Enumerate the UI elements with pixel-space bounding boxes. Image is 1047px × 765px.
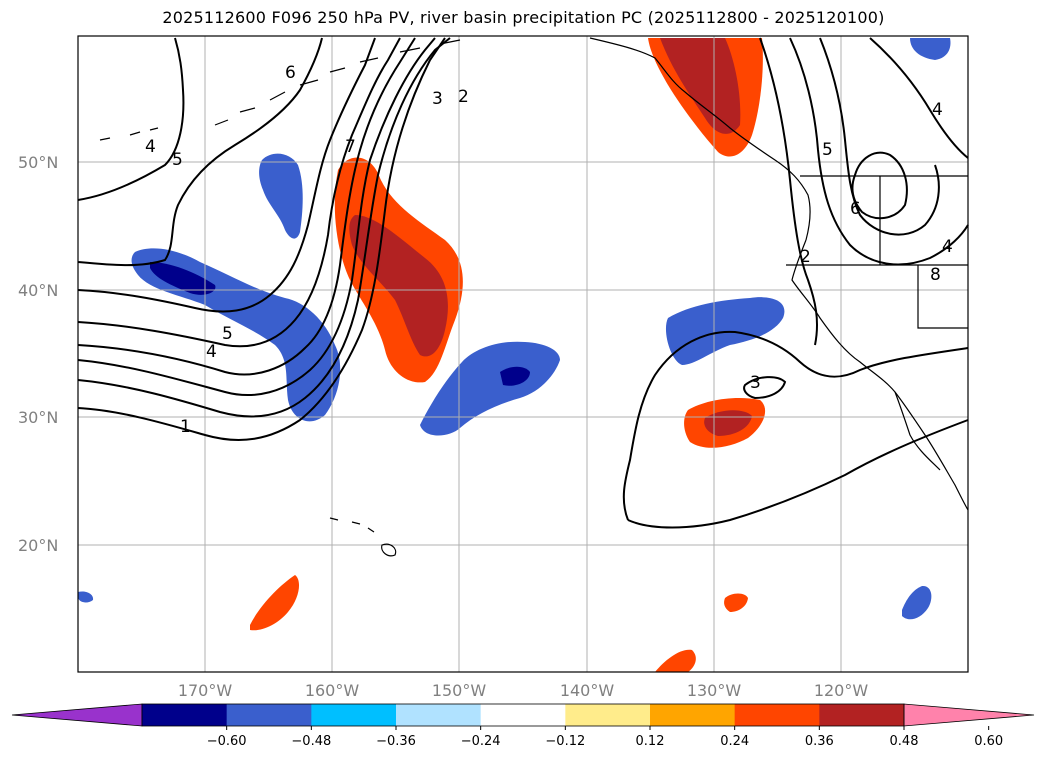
contour-label: 4 <box>942 237 953 257</box>
colorbar-cell <box>480 704 566 726</box>
colorbar-tick-label: 0.36 <box>805 734 834 749</box>
contour-east-5 <box>819 37 940 236</box>
colorbar-extend-low <box>11 703 143 727</box>
contour-5-west <box>77 37 185 201</box>
colorbar-cell <box>819 704 905 726</box>
colorbar-tick-label: −0.48 <box>291 734 331 749</box>
lon-label: 170°W <box>178 681 233 700</box>
lon-label: 160°W <box>305 681 360 700</box>
contour-3 <box>77 37 436 396</box>
colorbar-cell <box>650 704 736 726</box>
contour-label: 3 <box>750 373 761 393</box>
contour-labels: 1 2 3 4 5 6 7 2 3 4 5 6 8 4 5 4 <box>145 63 953 437</box>
aleutian-islands <box>99 39 461 141</box>
negative-region-northeast <box>910 38 951 60</box>
contour-6 <box>77 37 376 313</box>
contour-label: 6 <box>850 199 861 219</box>
colorbar-tick-label: −0.60 <box>207 734 247 749</box>
lon-label: 130°W <box>687 681 742 700</box>
contour-5 <box>77 37 401 348</box>
negative-core-subtropical <box>500 366 530 386</box>
pv-contours <box>77 37 969 529</box>
colorbar-tick-labels: −0.60 −0.48 −0.36 −0.24 −0.12 0.12 0.24 0.36 0.4… <box>207 734 1003 749</box>
contour-closed-pacific-high <box>622 330 969 521</box>
positive-core-central <box>349 215 448 357</box>
lat-label: 20°N <box>18 536 58 555</box>
colorbar-tick-label: −0.24 <box>461 734 501 749</box>
positive-region-small-south <box>724 593 748 612</box>
colorbar-ticks <box>226 726 990 730</box>
contour-east-outer <box>759 37 818 346</box>
contour-east-4 <box>869 37 969 159</box>
contour-label: 2 <box>800 247 811 267</box>
negative-region-subtropical <box>420 341 560 436</box>
negative-region-small-sw <box>78 591 94 603</box>
contour-7 <box>77 37 323 267</box>
positive-region-southwest <box>250 575 300 631</box>
contour-2 <box>77 37 451 418</box>
contour-label: 3 <box>432 89 443 109</box>
lat-label: 30°N <box>18 408 58 427</box>
contour-label: 6 <box>285 63 296 83</box>
alaska-coast <box>589 37 811 241</box>
contour-label: 4 <box>206 342 217 362</box>
contour-label: 7 <box>345 137 356 157</box>
latitude-labels: 50°N 40°N 30°N 20°N <box>18 153 58 555</box>
north-america-west-coast <box>791 239 969 511</box>
colorbar-cells <box>11 703 1035 727</box>
colorbar-tick-label: 0.12 <box>636 734 665 749</box>
map-title: 2025112600 F096 250 hPa PV, river basin … <box>162 8 885 27</box>
longitude-labels: 170°W 160°W 150°W 140°W 130°W 120°W <box>178 681 869 700</box>
colorbar-extend-high <box>903 703 1035 727</box>
colorbar-cell <box>142 704 228 726</box>
map-panel: 1 2 3 4 5 6 7 2 3 4 5 6 8 4 5 4 50°N 40°… <box>18 35 969 700</box>
contour-label: 1 <box>180 417 191 437</box>
colorbar-cell <box>396 704 482 726</box>
lon-label: 150°W <box>432 681 487 700</box>
contour-label: 5 <box>222 324 233 344</box>
contour-label: 4 <box>145 137 156 157</box>
contour-1 <box>77 37 446 441</box>
contour-label: 2 <box>458 87 469 107</box>
colorbar-tick-label: 0.48 <box>890 734 919 749</box>
contour-label: 5 <box>172 150 183 170</box>
contour-3-east <box>627 419 969 529</box>
us-state-lines <box>786 176 968 329</box>
positive-region-south <box>655 649 696 672</box>
coastlines <box>99 37 969 557</box>
colorbar-tick-label: 0.24 <box>720 734 749 749</box>
colorbar-tick-label: −0.36 <box>376 734 416 749</box>
hawaii-islands <box>329 517 397 557</box>
contour-east-6-loop <box>851 151 908 220</box>
colorbar-cell <box>311 704 397 726</box>
negative-region-central-pacific <box>131 248 341 422</box>
lon-label: 120°W <box>814 681 869 700</box>
precipitation-pc-shading <box>78 38 951 672</box>
lat-label: 40°N <box>18 281 58 300</box>
contour-label: 8 <box>930 265 941 285</box>
colorbar-tick-label: −0.12 <box>545 734 585 749</box>
contour-label: 4 <box>932 100 943 120</box>
lon-label: 140°W <box>560 681 615 700</box>
positive-core-alaska <box>660 38 741 134</box>
baja-coast <box>894 391 941 471</box>
colorbar-cell <box>734 704 820 726</box>
negative-region-north <box>259 153 303 239</box>
negative-region-small-se <box>902 585 932 620</box>
lat-label: 50°N <box>18 153 58 172</box>
colorbar-cell <box>226 704 312 726</box>
contour-4 <box>77 37 416 376</box>
map-frame <box>77 35 969 673</box>
colorbar-frame <box>141 703 905 727</box>
contour-east-2 <box>789 37 969 266</box>
contour-3-loop <box>743 376 787 400</box>
negative-core-central-pacific <box>150 262 216 295</box>
contour-label: 5 <box>822 140 833 160</box>
colorbar-cell <box>565 704 651 726</box>
colorbar-tick-label: 0.60 <box>974 734 1003 749</box>
